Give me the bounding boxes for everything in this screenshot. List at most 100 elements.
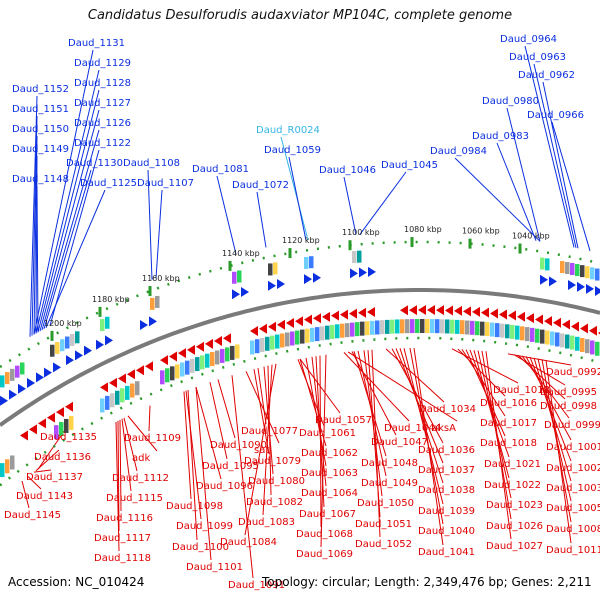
leader-line-daud-1084 xyxy=(244,363,277,536)
reverse-gene-arrow xyxy=(250,325,258,336)
inner-feature-block xyxy=(485,322,490,337)
leader-line-daud-1109 xyxy=(148,405,151,432)
inner-feature-block xyxy=(565,334,570,349)
gene-label-daud-1022: Daud_1022 xyxy=(484,480,541,491)
gene-label-daud-1129: Daud_1129 xyxy=(74,58,131,69)
inner-feature-block xyxy=(215,350,220,365)
gene-label-daud-1013: Daud_1013 xyxy=(493,385,550,396)
gene-label-daud-1125: Daud_1125 xyxy=(80,178,137,189)
tick-mark-1100-kbp xyxy=(348,240,352,251)
gene-label-daud-0998: Daud_0998 xyxy=(540,401,597,412)
gene-label-daud-1036: Daud_1036 xyxy=(418,445,475,456)
gene-label-daud-1099: Daud_1099 xyxy=(176,521,233,532)
leader-line-daud-1083 xyxy=(262,364,273,516)
leader-line-daud-1090 xyxy=(217,379,236,439)
inner-feature-block xyxy=(350,322,355,337)
gene-label-daud-1108: Daud_1108 xyxy=(123,158,180,169)
inner-feature-block xyxy=(225,347,230,362)
gene-label-daud-0995: Daud_0995 xyxy=(540,387,597,398)
tick-label-1080-kbp: 1080 kbp xyxy=(404,225,442,234)
inner-feature-block xyxy=(220,348,225,363)
leader-line-daud-1068 xyxy=(319,355,322,528)
leader-line-daud-1135 xyxy=(37,429,66,470)
gene-label-daud-1003: Daud_1003 xyxy=(546,483,600,494)
leader-line-daud-0998 xyxy=(517,354,566,400)
gene-label-daud-1050: Daud_1050 xyxy=(357,498,414,509)
leader-line-daud-1148 xyxy=(36,185,39,333)
leader-line-daud-1108 xyxy=(147,169,153,280)
leader-line-daud-1117 xyxy=(117,420,120,532)
leader-line-daud-0984 xyxy=(454,157,541,242)
leader-line-daud-0966 xyxy=(551,121,591,251)
outer-feature-block xyxy=(70,333,75,346)
gene-label-daud-1152: Daud_1152 xyxy=(12,84,69,95)
forward-gene-arrow xyxy=(36,372,44,383)
reverse-gene-arrow xyxy=(109,377,117,388)
outer-feature-block xyxy=(55,341,60,354)
gene-label-adk: adk xyxy=(132,453,150,464)
leader-line-daud-1152 xyxy=(29,95,38,337)
inner-feature-block xyxy=(360,321,365,336)
inner-feature-block xyxy=(410,319,415,334)
inner-feature-block xyxy=(275,334,280,349)
forward-gene-arrow xyxy=(75,350,83,361)
leader-line-daud-1126 xyxy=(41,129,100,331)
inner-feature-block xyxy=(10,455,15,470)
inner-feature-block xyxy=(560,333,565,348)
inner-feature-block xyxy=(54,425,59,440)
outer-scale-ring xyxy=(0,240,600,369)
inner-feature-block xyxy=(305,328,310,343)
reverse-gene-arrow xyxy=(187,344,195,355)
inner-feature-block xyxy=(5,459,10,474)
forward-gene-arrow xyxy=(53,362,61,373)
gene-label-daud-1021: Daud_1021 xyxy=(484,459,541,470)
gene-label-daud-1118: Daud_1118 xyxy=(94,553,151,564)
leader-line-daud-1130 xyxy=(43,169,92,330)
reverse-gene-arrow xyxy=(580,323,588,334)
inner-feature-block xyxy=(330,324,335,339)
inner-feature-block xyxy=(500,323,505,338)
reverse-gene-arrow xyxy=(295,316,303,327)
gene-label-daud-1023: Daud_1023 xyxy=(486,500,543,511)
forward-gene-arrow xyxy=(313,272,321,283)
gene-label-daud-1107: Daud_1107 xyxy=(137,178,194,189)
tick-label-1160-kbp: 1160 kbp xyxy=(142,274,180,283)
reverse-gene-arrow xyxy=(100,382,108,393)
gene-label-daud-1041: Daud_1041 xyxy=(418,547,475,558)
map-title: Candidatus Desulforudis audaxviator MP10… xyxy=(87,8,513,23)
reverse-gene-arrow xyxy=(409,305,417,316)
leader-line-daud-1107 xyxy=(155,189,163,279)
inner-feature-block xyxy=(125,385,130,400)
inner-feature-block xyxy=(290,331,295,346)
forward-gene-arrow xyxy=(577,281,585,292)
inner-feature-block xyxy=(520,326,525,341)
leader-line-daud-0963 xyxy=(533,63,577,248)
leader-line-daud-1008 xyxy=(541,359,572,523)
inner-feature-block xyxy=(425,319,430,334)
reverse-gene-arrow xyxy=(481,307,489,318)
tick-label-1040-kbp: 1040 kbp xyxy=(512,232,550,241)
outer-feature-block xyxy=(309,256,314,269)
inner-feature-block xyxy=(555,332,560,347)
gene-label-daud-1122: Daud_1122 xyxy=(74,138,131,149)
inner-feature-block xyxy=(210,352,215,367)
outer-feature-block xyxy=(237,270,242,283)
inner-feature-block xyxy=(310,327,315,342)
inner-feature-block xyxy=(405,319,410,334)
leader-line-daud-1099 xyxy=(185,390,202,520)
reverse-gene-arrow xyxy=(418,305,426,316)
outer-feature-block xyxy=(75,331,80,344)
leader-line-daud-1081 xyxy=(216,175,237,255)
leader-line-daud-1118 xyxy=(115,421,120,552)
outer-feature-block xyxy=(10,368,15,381)
inner-feature-block xyxy=(260,337,265,352)
inner-feature-block xyxy=(185,360,190,375)
inner-feature-block xyxy=(315,327,320,342)
gene-label-daud-1136: Daud_1136 xyxy=(34,452,91,463)
leader-line-daud-1059 xyxy=(288,156,307,241)
reverse-gene-arrow xyxy=(65,401,73,412)
leader-line-daud-0999 xyxy=(521,355,570,419)
outer-feature-block xyxy=(0,375,5,388)
leader-line-daud-1149 xyxy=(35,155,38,334)
